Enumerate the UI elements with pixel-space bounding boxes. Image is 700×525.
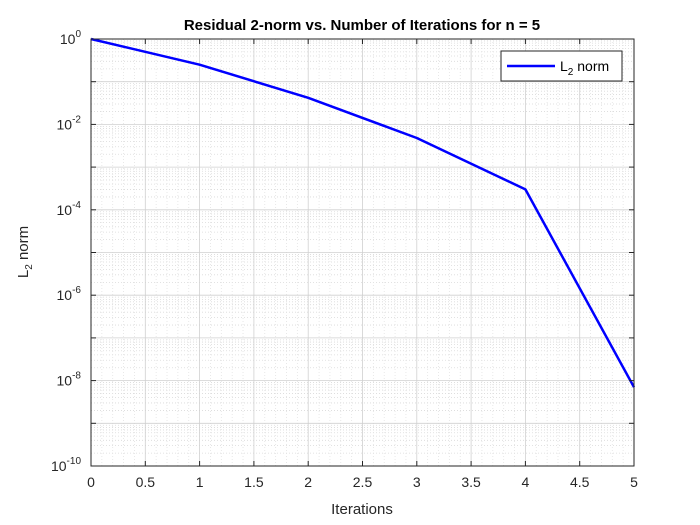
y-tick-label-base: 10 [57, 287, 73, 303]
y-axis-label-base: L [15, 270, 32, 278]
legend[interactable]: L2 norm [500, 50, 623, 82]
y-tick-label: 10-8 [57, 371, 82, 389]
y-tick-label-base: 10 [60, 31, 76, 47]
x-tick-label: 4.5 [570, 474, 590, 490]
x-axis-label: Iterations [331, 501, 393, 518]
y-tick-label-exponent: -4 [72, 200, 81, 211]
y-tick-label: 10-10 [51, 456, 81, 474]
series-line-l2-norm [90, 37, 636, 388]
y-tick-label-exponent: -10 [67, 456, 82, 467]
x-tick-label: 4 [522, 474, 530, 490]
x-tick-label: 5 [630, 474, 638, 490]
y-axis-label-rest: norm [15, 226, 32, 264]
legend-label-sub: 2 [568, 67, 574, 78]
x-tick-label: 3 [413, 474, 421, 490]
tick-marks [90, 38, 635, 467]
y-tick-label-exponent: -8 [72, 371, 81, 382]
x-tick-label: 0.5 [136, 474, 156, 490]
y-tick-label-base: 10 [57, 202, 73, 218]
x-tick-label: 2 [304, 474, 312, 490]
x-tick-label: 0 [87, 474, 95, 490]
x-tick-label: 1 [196, 474, 204, 490]
y-axis-label-sub: 2 [24, 264, 35, 270]
y-tick-label-exponent: -2 [72, 114, 81, 125]
y-axis-label: L2 norm [15, 226, 35, 278]
x-tick-label: 1.5 [244, 474, 264, 490]
legend-label-base: L [560, 58, 568, 74]
x-tick-label: 3.5 [461, 474, 481, 490]
tick-labels: 0 0.5 1 1.5 2 2.5 3 3.5 4 4.5 510010-210-410-610-8… [51, 29, 638, 490]
series-layer [90, 37, 636, 388]
y-tick-label-base: 10 [51, 458, 67, 474]
x-tick-label: 2.5 [353, 474, 373, 490]
legend-label: L2 norm [560, 58, 609, 78]
y-tick-label-exponent: 0 [75, 29, 81, 40]
y-tick-label-base: 10 [57, 116, 73, 132]
y-tick-label: 100 [60, 29, 82, 47]
y-tick-label-base: 10 [57, 373, 73, 389]
y-tick-label: 10-4 [57, 200, 82, 218]
y-tick-label: 10-2 [57, 114, 82, 132]
legend-label-rest: norm [573, 58, 609, 74]
y-tick-label: 10-6 [57, 285, 82, 303]
grid-lines [90, 38, 635, 467]
y-tick-label-exponent: -6 [72, 285, 81, 296]
chart-title: Residual 2-norm vs. Number of Iterations… [184, 17, 540, 34]
